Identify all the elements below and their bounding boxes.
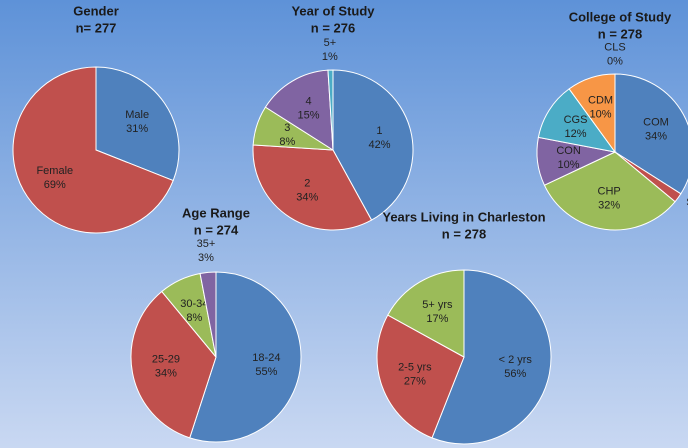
slice-label: 1 42% [368, 125, 390, 151]
slice-value: 12% [564, 128, 586, 140]
pie-slice [12, 66, 174, 234]
slice-value: 10% [558, 159, 580, 171]
pie-slice [327, 69, 334, 151]
chart-subtitle: n = 278 [598, 26, 642, 41]
chart-title: College of Study [569, 9, 672, 24]
slice-category: 35+ [197, 238, 216, 250]
slice-value: 27% [404, 376, 426, 388]
pie-slice [614, 73, 688, 195]
chart-title: Age Range [182, 205, 250, 220]
slice-category: SC [686, 196, 688, 208]
slice-category: < 2 yrs [499, 354, 533, 366]
slice-value: 1% [322, 51, 338, 63]
pie-slice [199, 271, 217, 358]
chart-title: Years Living in Charleston [382, 209, 545, 224]
pie-slice [332, 69, 414, 221]
slice-value: 42% [368, 139, 390, 151]
slice-label: COM 34% [643, 116, 669, 142]
slice-category: 5+ yrs [422, 299, 453, 311]
slice-label: < 2 yrs 56% [499, 354, 533, 380]
pie-slice [189, 271, 302, 443]
chart-subtitle: n= 277 [76, 20, 117, 35]
slice-label: 2 34% [296, 177, 318, 203]
slice-value: 8% [186, 312, 202, 324]
slice-label: CDM 10% [588, 94, 613, 120]
slice-value: 32% [598, 199, 620, 211]
slice-value: 15% [298, 110, 320, 122]
slice-label: 5+ yrs 17% [422, 299, 453, 325]
slice-value: 56% [504, 368, 526, 380]
slice-category: 1 [376, 125, 382, 137]
slice-value: 34% [296, 191, 318, 203]
slice-value: 69% [44, 179, 66, 191]
slice-label: Male 31% [125, 109, 149, 135]
slice-value: 10% [590, 108, 612, 120]
slice-value: 0% [607, 55, 623, 67]
slice-label: Female 69% [36, 165, 73, 191]
slice-category: 3 [284, 122, 290, 134]
pie-slice [387, 269, 465, 358]
slice-category: CDM [588, 94, 613, 106]
slice-label: 25-29 34% [152, 353, 180, 379]
pie-slice [376, 314, 465, 439]
slice-label: 2-5 yrs 27% [398, 362, 432, 388]
slice-category: 18-24 [252, 352, 280, 364]
chart-subtitle: n = 274 [194, 222, 239, 237]
pie-slice [568, 73, 616, 154]
pie-slice [543, 151, 676, 231]
slice-category: CLS [604, 41, 625, 53]
slice-label: 18-24 55% [252, 352, 280, 378]
chart-title: Year of Study [291, 3, 375, 18]
slice-label: CHP 32% [598, 185, 621, 211]
slice-value: 3% [198, 252, 214, 264]
slice-label: 30-34 8% [180, 298, 208, 324]
slice-category: 2-5 yrs [398, 362, 432, 374]
slice-category: CGS [564, 114, 588, 126]
pie-slice [130, 290, 217, 439]
slice-value: 34% [155, 367, 177, 379]
pie-slice [252, 144, 373, 231]
slice-category: CON [556, 145, 581, 157]
slice-value: 17% [426, 313, 448, 325]
slice-label: SC2 [686, 196, 688, 222]
slice-category: COM [643, 116, 669, 128]
slice-value: 8% [279, 136, 295, 148]
slice-value: 55% [255, 366, 277, 378]
chart-title: Gender [73, 3, 119, 18]
slice-category: CHP [598, 185, 621, 197]
pie-slice [95, 66, 180, 182]
slice-value: 34% [645, 130, 667, 142]
chart-subtitle: n = 278 [442, 226, 486, 241]
slice-label: CON 10% [556, 145, 581, 171]
slice-label: 35+ 3% [197, 238, 216, 264]
slice-label: 3 8% [279, 122, 295, 148]
slice-category: Female [36, 165, 73, 177]
slice-category: 5+ [324, 37, 337, 49]
pie-slice [264, 69, 334, 151]
slice-label: CLS 0% [604, 41, 625, 67]
slice-category: 2 [304, 177, 310, 189]
slice-category: Male [125, 109, 149, 121]
slice-label: CGS 12% [564, 114, 588, 140]
slice-category: 4 [306, 96, 312, 108]
slice-value: 31% [126, 123, 148, 135]
slice-category: 25-29 [152, 353, 180, 365]
slice-label: 5+ 1% [322, 37, 338, 63]
chart-subtitle: n = 276 [311, 20, 355, 35]
slice-category: 30-34 [180, 298, 208, 310]
pie-slice [431, 269, 552, 445]
slice-label: 4 15% [298, 96, 320, 122]
